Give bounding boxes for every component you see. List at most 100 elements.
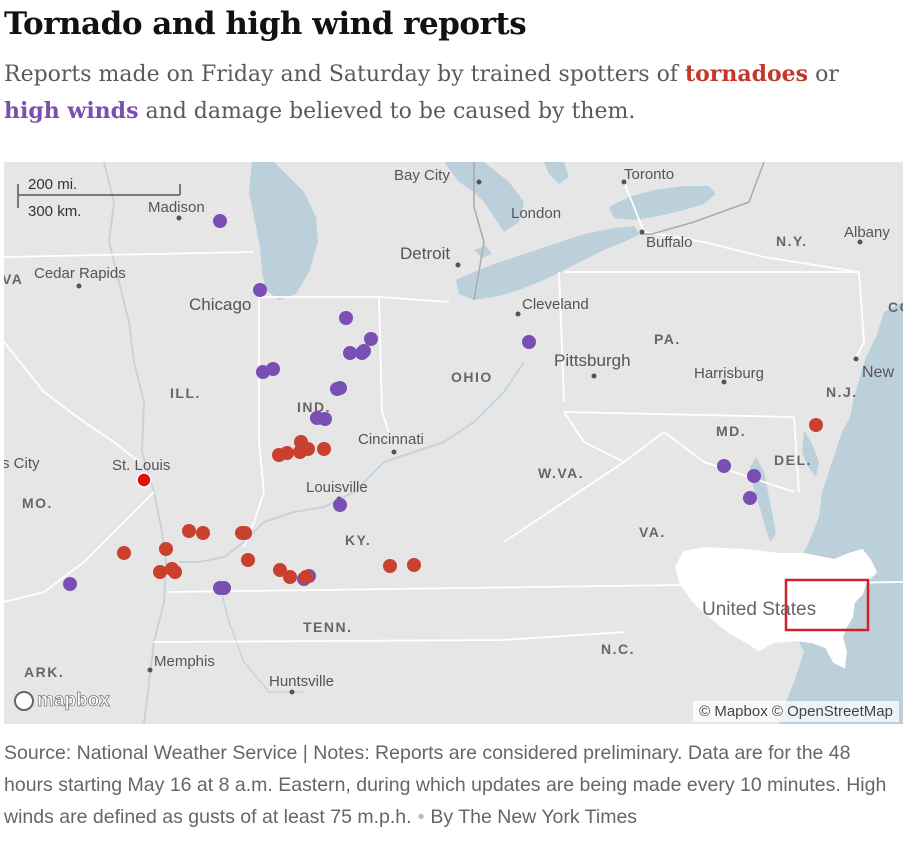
tornado-report-marker[interactable]	[153, 565, 167, 579]
scale-miles: 200 mi.	[28, 176, 77, 193]
byline-separator: •	[417, 806, 425, 828]
tornado-report-marker[interactable]	[238, 526, 252, 540]
map-canvas: Madison Bay City Toronto London Cedar Ra…	[4, 162, 903, 724]
city-label-cleveland: Cleveland	[522, 296, 589, 313]
city-label-pittsburgh: Pittsburgh	[554, 351, 631, 370]
state-label-arkansas: ARK.	[24, 664, 64, 680]
mapbox-logo-icon	[14, 691, 34, 711]
source-text: Source: National Weather Service | Notes…	[4, 742, 887, 828]
tornado-report-marker[interactable]	[196, 526, 210, 540]
georgian-bay	[544, 162, 569, 184]
city-label-new-york: New	[862, 364, 894, 381]
tornado-report-marker[interactable]	[283, 570, 297, 584]
high-wind-report-marker[interactable]	[357, 344, 371, 358]
state-label-pennsylvania: PA.	[654, 331, 681, 347]
tornadoes-legend-label: tornadoes	[684, 61, 809, 87]
high-wind-report-marker[interactable]	[213, 214, 227, 228]
byline: By The New York Times	[430, 806, 638, 828]
page-title: Tornado and high wind reports	[4, 6, 527, 42]
high-wind-report-marker[interactable]	[522, 335, 536, 349]
canada-border	[473, 162, 765, 301]
tornado-report-marker[interactable]	[317, 442, 331, 456]
high-wind-report-marker[interactable]	[333, 498, 347, 512]
city-label-kansas-city: s City	[4, 455, 40, 472]
report-map[interactable]: Madison Bay City Toronto London Cedar Ra…	[4, 162, 903, 724]
state-label-west-virginia: W.VA.	[538, 465, 584, 481]
scale-km: 300 km.	[28, 203, 81, 220]
tornado-report-marker[interactable]	[809, 418, 823, 432]
map-attribution[interactable]: © Mapbox © OpenStreetMap	[693, 701, 899, 722]
delaware-bay	[802, 430, 819, 477]
high-wind-report-marker[interactable]	[339, 311, 353, 325]
high-wind-report-marker[interactable]	[364, 332, 378, 346]
city-label-st-louis: St. Louis	[112, 457, 170, 474]
report-markers	[63, 214, 823, 595]
city-label-harrisburg: Harrisburg	[694, 365, 764, 382]
us-inset-map: United States	[674, 546, 878, 669]
scale-bar: 200 mi. 300 km.	[17, 176, 181, 220]
city-label-cedar-rapids: Cedar Rapids	[34, 265, 126, 282]
tennessee-river	[218, 581, 304, 693]
us-inset-region-box	[784, 578, 870, 632]
city-label-london: London	[511, 205, 561, 222]
page-subtitle: Reports made on Friday and Saturday by t…	[4, 56, 899, 130]
tornado-report-marker[interactable]	[136, 472, 152, 488]
state-label-iowa: VA	[4, 271, 23, 287]
city-label-madison: Madison	[148, 199, 205, 216]
lake-michigan	[249, 162, 318, 300]
state-label-new-jersey: N.J.	[826, 384, 858, 400]
high-wind-report-marker[interactable]	[63, 577, 77, 591]
state-borders	[4, 181, 903, 643]
tornado-report-marker[interactable]	[159, 542, 173, 556]
city-label-toronto: Toronto	[624, 166, 674, 183]
state-label-virginia: VA.	[639, 524, 666, 540]
state-label-ohio: OHIO	[451, 369, 493, 385]
high-wind-report-marker[interactable]	[743, 491, 757, 505]
high-wind-report-marker[interactable]	[253, 283, 267, 297]
tornado-report-marker[interactable]	[168, 565, 182, 579]
high-wind-report-marker[interactable]	[217, 581, 231, 595]
high-winds-legend-label: high winds	[4, 98, 139, 124]
state-label-delaware: DEL.	[774, 452, 812, 468]
state-label-indiana: IND.	[297, 399, 331, 415]
state-label-new-york: N.Y.	[776, 233, 808, 249]
high-wind-report-marker[interactable]	[747, 469, 761, 483]
state-label-missouri: MO.	[22, 495, 53, 511]
tornado-report-marker[interactable]	[383, 559, 397, 573]
mapbox-logo[interactable]: mapbox	[14, 690, 110, 712]
city-dots	[76, 179, 863, 695]
state-label-tennessee: TENN.	[303, 619, 353, 635]
tornado-report-marker[interactable]	[280, 446, 294, 460]
high-wind-report-marker[interactable]	[343, 346, 357, 360]
tornado-report-marker[interactable]	[299, 570, 313, 584]
state-label-connecticut: CO	[888, 299, 903, 315]
tornado-report-marker[interactable]	[117, 546, 131, 560]
lake-erie	[456, 226, 640, 300]
city-label-memphis: Memphis	[154, 653, 215, 670]
tornado-report-marker[interactable]	[241, 553, 255, 567]
high-wind-report-marker[interactable]	[333, 381, 347, 395]
high-wind-report-marker[interactable]	[318, 412, 332, 426]
us-inset-label: United States	[702, 599, 816, 620]
source-note: Source: National Weather Service | Notes…	[4, 737, 899, 833]
city-label-albany: Albany	[844, 224, 890, 241]
subtitle-text-pre: Reports made on Friday and Saturday by t…	[4, 62, 685, 87]
city-label-cincinnati: Cincinnati	[358, 431, 424, 448]
state-label-maryland: MD.	[716, 423, 746, 439]
mapbox-logo-text: mapbox	[37, 690, 110, 712]
tornado-report-marker[interactable]	[407, 558, 421, 572]
lake-huron	[444, 162, 524, 232]
high-wind-report-marker[interactable]	[717, 459, 731, 473]
state-label-north-carolina: N.C.	[601, 641, 635, 657]
high-wind-report-marker[interactable]	[256, 365, 270, 379]
city-label-louisville: Louisville	[306, 479, 368, 496]
subtitle-text-mid: or	[808, 62, 839, 87]
tornado-report-marker[interactable]	[182, 524, 196, 538]
subtitle-text-post: and damage believed to be caused by them…	[138, 99, 636, 124]
city-label-huntsville: Huntsville	[269, 673, 334, 690]
tornado-report-marker[interactable]	[301, 442, 315, 456]
state-label-illinois: ILL.	[170, 385, 201, 401]
city-label-bay-city: Bay City	[394, 167, 450, 184]
tornado-report-marker[interactable]	[273, 563, 287, 577]
state-label-kentucky: KY.	[345, 532, 371, 548]
